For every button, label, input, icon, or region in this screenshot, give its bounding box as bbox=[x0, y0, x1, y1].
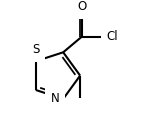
Text: N: N bbox=[51, 92, 59, 105]
Text: O: O bbox=[77, 0, 87, 13]
Text: Cl: Cl bbox=[106, 30, 118, 43]
Text: S: S bbox=[32, 43, 40, 56]
